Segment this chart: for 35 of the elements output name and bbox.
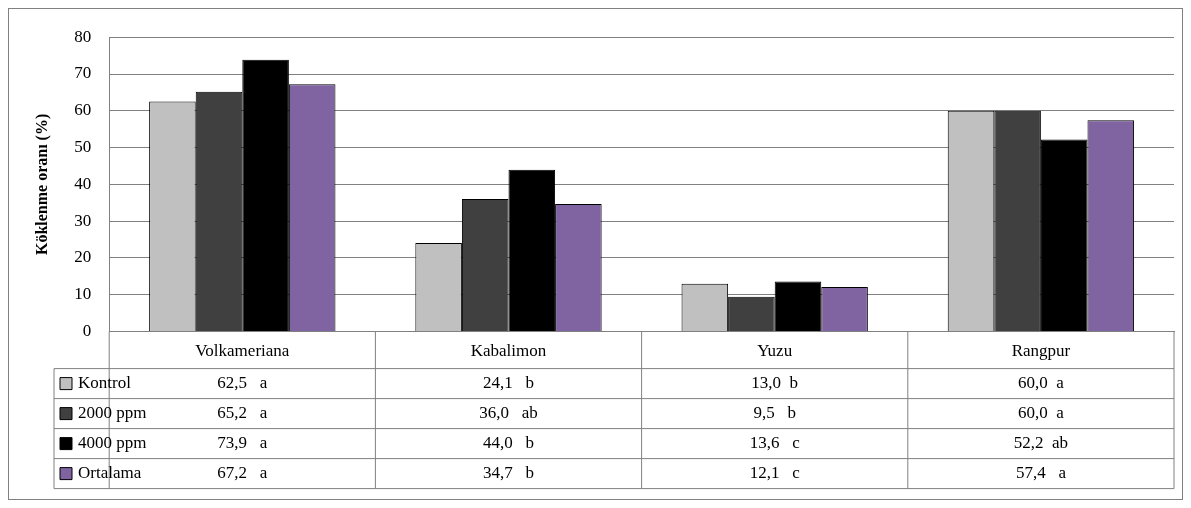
legend-label: 2000 ppm	[78, 403, 147, 423]
data-label: 34,7 b	[483, 463, 534, 483]
x-tick-label: Rangpur	[1011, 341, 1071, 361]
bar	[1040, 139, 1088, 332]
y-tick-label: 50	[74, 137, 92, 157]
data-label: 60,0 a	[1018, 373, 1065, 393]
data-label: 24,1 b	[483, 373, 534, 393]
data-label: 52,2 ab	[1013, 433, 1069, 453]
data-label: 13,0 b	[751, 373, 799, 393]
data-label: 57,4 a	[1015, 463, 1067, 483]
data-label: 65,2 a	[217, 403, 268, 423]
data-label: 36,0 ab	[479, 403, 538, 423]
y-tick-label: 70	[74, 63, 92, 83]
y-tick-label: 0	[82, 321, 92, 341]
y-tick-label: 60	[74, 100, 92, 120]
data-label: 67,2 a	[217, 463, 268, 483]
x-tick-label: Volkameriana	[195, 341, 290, 361]
y-tick-label: 30	[74, 210, 92, 230]
data-label: 12,1 c	[749, 463, 801, 483]
y-tick-label: 10	[74, 284, 92, 304]
legend-label: Kontrol	[78, 373, 132, 393]
data-label: 73,9 a	[217, 433, 268, 453]
y-tick-label: 80	[74, 26, 92, 46]
data-label: 62,5 a	[217, 373, 268, 393]
x-tick-label: Kabalimon	[470, 341, 547, 361]
legend-label: Ortalama	[78, 463, 142, 483]
y-tick-label: 20	[74, 247, 92, 267]
data-label: 44,0 b	[483, 433, 534, 453]
y-axis-title: Köklenme oranı (%)	[32, 113, 51, 256]
x-tick-label: Yuzu	[757, 341, 793, 361]
y-tick-label: 40	[74, 173, 92, 193]
legend-label: 4000 ppm	[78, 433, 147, 453]
data-label: 9,5 b	[753, 403, 796, 423]
data-label: 13,6 c	[749, 433, 801, 453]
data-label: 60,0 a	[1018, 403, 1065, 423]
